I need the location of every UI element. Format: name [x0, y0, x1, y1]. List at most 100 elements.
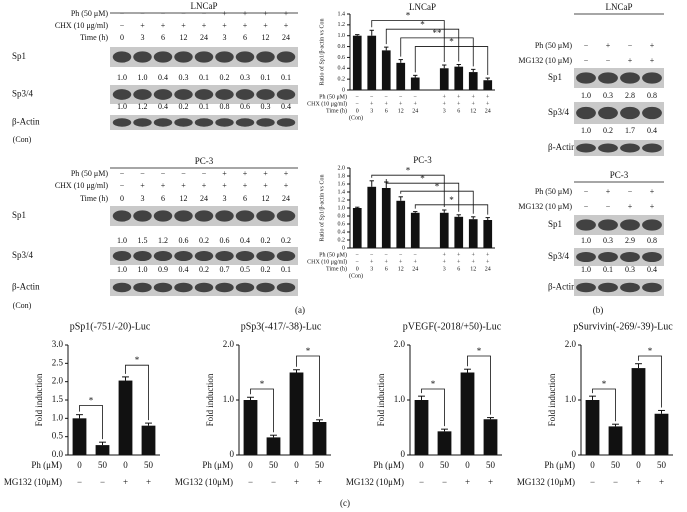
condition-value: −: [584, 56, 589, 65]
band: [194, 210, 214, 222]
band: [112, 89, 132, 100]
condition-value: +: [161, 21, 166, 30]
band: [276, 282, 296, 293]
chart-title: pSp1(-751/-20)-Luc: [70, 321, 151, 332]
condition-value: −: [628, 41, 633, 50]
band: [194, 282, 214, 293]
condition-value: +: [284, 169, 289, 178]
bar: [654, 413, 669, 455]
significance-bracket: [125, 364, 149, 421]
condition-value: 3: [223, 194, 227, 203]
significance-bracket: [400, 190, 474, 214]
x-row-label: MG132 (10μM): [517, 477, 575, 487]
condition-value: +: [263, 181, 268, 190]
blot-strip: [574, 248, 664, 266]
y-tick-label: 1.0: [338, 205, 346, 211]
significance-bracket: [638, 355, 662, 408]
density-value: 0.1: [281, 265, 291, 274]
band-label: Sp3/4: [548, 251, 570, 261]
significance-bracket: [371, 20, 445, 63]
band: [256, 282, 275, 293]
condition-value: 0: [120, 33, 124, 42]
band: [256, 210, 275, 222]
x-row-label: CHX (10 μg/ml): [307, 258, 347, 265]
condition-value: +: [650, 187, 655, 196]
band: [276, 210, 296, 222]
x-row-value: 50: [315, 460, 325, 470]
band: [112, 51, 132, 63]
density-value: 0.2: [199, 265, 209, 274]
blot-strip: [574, 279, 664, 296]
condition-value: −: [140, 9, 145, 18]
blot-strip: [574, 140, 664, 156]
x-row-value: +: [486, 101, 490, 107]
bar: [381, 50, 391, 90]
density-value: 0.2: [281, 236, 291, 245]
x-row-value: 0: [356, 266, 359, 272]
y-tick-label: 0.2: [338, 237, 346, 243]
density-value: 0.4: [158, 102, 168, 111]
band: [112, 250, 132, 262]
x-row-value: +: [385, 259, 389, 265]
density-value: 1.0: [117, 73, 127, 82]
condition-value: +: [606, 41, 611, 50]
band: [174, 282, 193, 293]
condition-value: −: [181, 169, 186, 178]
x-row-label: Ph (50 μM): [319, 251, 347, 258]
significance-mark: *: [477, 346, 482, 356]
density-value: 1.0: [117, 102, 127, 111]
x-row-value: 0: [465, 460, 470, 470]
y-tick-label: 0.4: [338, 66, 346, 72]
band: [153, 51, 173, 63]
density-value: 2.8: [625, 91, 635, 100]
x-row-value: +: [636, 477, 641, 487]
band: [598, 282, 618, 293]
band-label: Sp1: [12, 210, 26, 220]
band: [174, 250, 193, 262]
condition-value: 12: [180, 194, 188, 203]
band: [112, 282, 132, 293]
x-row-value: +: [465, 477, 470, 487]
band: [576, 282, 596, 293]
band: [642, 72, 662, 84]
x-row-value: +: [486, 94, 490, 100]
y-tick-label: 1.0: [394, 394, 406, 404]
condition-label: Ph (50 μM): [71, 169, 109, 178]
x-row-value: 0: [123, 460, 128, 470]
band: [576, 143, 596, 153]
condition-value: 3: [141, 33, 145, 42]
significance-bracket: [79, 405, 103, 440]
band: [133, 210, 152, 222]
y-tick-label: 1.2: [338, 22, 346, 28]
band: [576, 106, 596, 120]
x-row-value: +: [443, 94, 447, 100]
condition-value: 6: [161, 194, 165, 203]
density-value: 0.1: [199, 102, 209, 111]
x-row-value: 50: [657, 460, 667, 470]
significance-mark: **: [433, 28, 443, 38]
x-row-value: 24: [485, 266, 491, 272]
control-note: (Con): [13, 301, 32, 310]
density-value: 0.3: [625, 265, 635, 274]
y-tick-label: 0.5: [52, 431, 64, 441]
significance-mark: *: [306, 346, 311, 356]
y-tick-label: 1.6: [338, 181, 346, 187]
x-row-value: +: [472, 101, 476, 107]
x-row-value: +: [317, 477, 322, 487]
x-row-value: 24: [412, 108, 418, 114]
y-tick-label: 0: [230, 449, 235, 459]
band: [276, 51, 296, 63]
bar: [414, 400, 429, 455]
y-axis-label: Ratio of Sp1/β-actin vs Con: [318, 18, 325, 85]
condition-value: +: [606, 187, 611, 196]
x-row-label: Ph (μM): [544, 460, 575, 470]
bar: [72, 418, 87, 455]
band: [576, 251, 596, 263]
x-row-value: −: [356, 252, 360, 258]
band: [215, 118, 234, 127]
condition-label: MG132 (10 μM): [518, 202, 572, 211]
band: [153, 89, 173, 100]
density-value: 0.1: [199, 73, 209, 82]
band: [642, 251, 662, 263]
